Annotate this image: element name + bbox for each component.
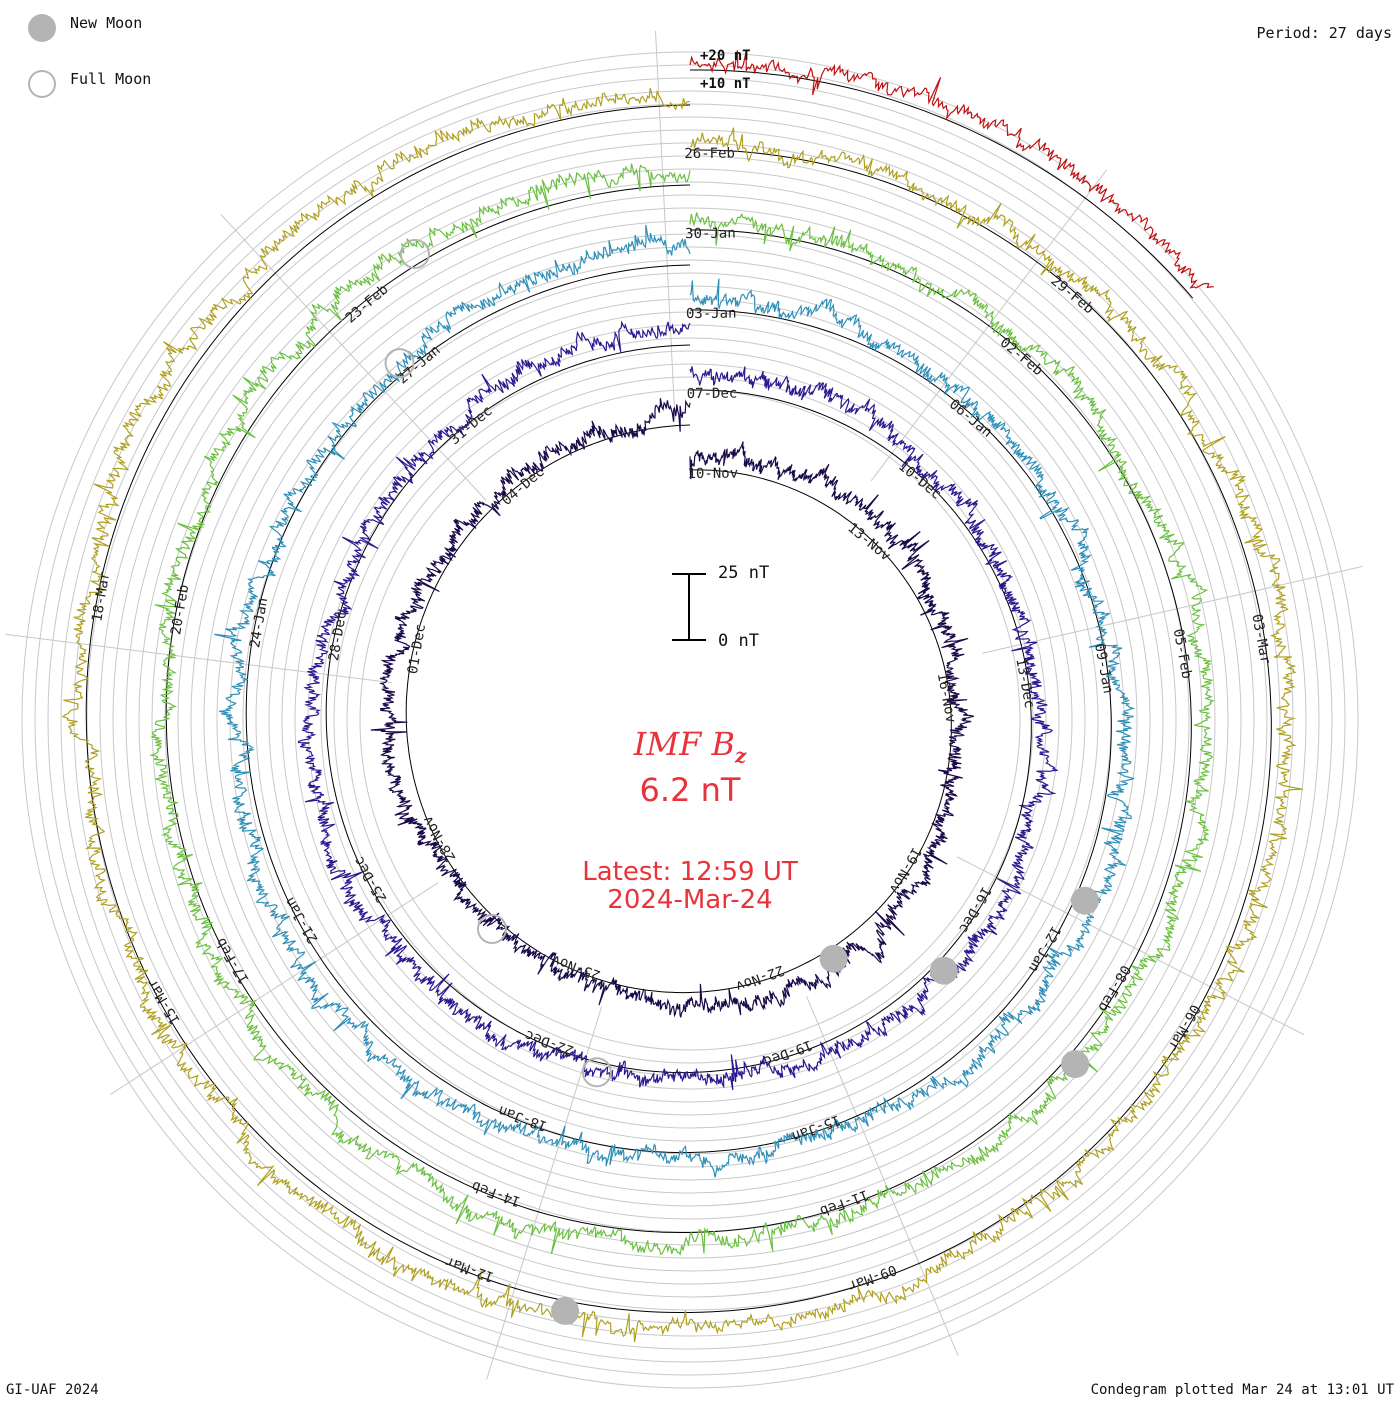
- date-tick-label: 20-Feb: [168, 583, 192, 636]
- date-tick-label: 10-Nov: [687, 466, 738, 483]
- grid-ring: [242, 272, 1138, 1168]
- date-tick-label: 01-Dec: [405, 623, 429, 676]
- scale-bar-bottom-label: 0 nT: [718, 631, 759, 651]
- parameter-title: IMF Bz: [490, 725, 890, 767]
- grid-ring: [86, 116, 1294, 1324]
- series-trace-30-Jan: [149, 163, 1215, 1256]
- rotation-baseline: [85, 104, 1272, 1313]
- date-tick-label: 22-Nov: [733, 961, 786, 994]
- series-trace-07-Dec: [297, 320, 1058, 1091]
- date-tick-label: 30-Jan: [685, 226, 736, 243]
- grid-ring: [294, 324, 1086, 1116]
- full-moon-legend-label: Full Moon: [70, 70, 152, 88]
- date-tick-label: 31-Dec: [447, 403, 496, 448]
- grid-ring: [112, 142, 1268, 1298]
- date-tick-label: 03-Jan: [686, 306, 737, 323]
- scale-bar-top-label: 25 nT: [718, 563, 770, 583]
- grid-ring: [151, 181, 1229, 1259]
- date-tick-label: 02-Feb: [997, 335, 1046, 379]
- rotation-baseline: [405, 424, 952, 994]
- grid-ring: [47, 77, 1333, 1363]
- date-tick-label: 03-Mar: [1248, 613, 1273, 666]
- latest-date: 2024-Mar-24: [607, 885, 773, 915]
- date-tick-label: 04-Dec: [499, 464, 548, 509]
- rotation-baseline: [245, 264, 1112, 1154]
- grid-ring: [125, 155, 1255, 1285]
- date-tick-label: 12-Jan: [1025, 923, 1064, 975]
- date-tick-label: 23-Feb: [343, 282, 392, 327]
- full-moon-legend-icon: [28, 70, 56, 98]
- parameter-block: IMF Bz 6.2 nT: [490, 725, 890, 809]
- date-tick-label: 07-Dec: [687, 386, 738, 403]
- grid-spoke: [220, 213, 487, 501]
- date-tick-label: 13-Nov: [844, 520, 893, 564]
- full-moon-marker: [399, 238, 430, 269]
- latest-time: Latest: 12:59 UT: [582, 857, 798, 887]
- parameter-subscript: z: [734, 743, 747, 768]
- new-moon-legend-label: New Moon: [70, 14, 143, 32]
- grid-spoke: [110, 882, 439, 1095]
- full-moon-marker: [476, 914, 507, 945]
- grid-ring: [21, 51, 1359, 1389]
- date-tick-label: 19-Dec: [761, 1036, 814, 1069]
- parameter-name: IMF B: [633, 725, 735, 763]
- date-tick-label: 21-Jan: [282, 894, 322, 946]
- date-tick-label: 19-Nov: [885, 844, 924, 896]
- new-moon-legend-icon: [28, 14, 56, 42]
- new-moon-marker: [1061, 1050, 1090, 1079]
- series-trace-26-Feb: [61, 87, 1304, 1343]
- date-tick-label: 26-Feb: [684, 146, 735, 163]
- date-tick-label: 22-Dec: [523, 1027, 576, 1059]
- date-tick-label: 08-Feb: [1094, 962, 1133, 1014]
- grid-ring: [307, 337, 1073, 1103]
- full-moon-marker: [384, 348, 415, 379]
- date-tick-label: 28-Dec: [326, 610, 350, 663]
- scale-label-10: +10 nT: [700, 76, 751, 92]
- period-label: Period: 27 days: [1256, 24, 1392, 42]
- scale-label-20: +20 nT: [700, 48, 751, 64]
- footer-plot-time: Condegram plotted Mar 24 at 13:01 UT: [1090, 1382, 1394, 1398]
- grid-ring: [99, 129, 1281, 1311]
- series-trace-03-Jan: [214, 224, 1136, 1178]
- grid-spoke: [806, 996, 959, 1356]
- grid-ring: [138, 168, 1242, 1272]
- date-tick-label: 15-Mar: [144, 975, 184, 1027]
- grid-ring: [34, 64, 1346, 1376]
- new-moon-marker: [551, 1296, 580, 1325]
- date-tick-label: 14-Feb: [470, 1177, 523, 1209]
- footer-credit: GI-UAF 2024: [6, 1382, 99, 1398]
- grid-ring: [203, 233, 1177, 1207]
- new-moon-marker: [1070, 886, 1099, 915]
- grid-ring: [216, 246, 1164, 1194]
- grid-ring: [73, 103, 1307, 1337]
- rotation-baseline: [690, 69, 1194, 299]
- grid-spoke: [982, 565, 1363, 654]
- date-tick-label: 15-Jan: [790, 1111, 843, 1144]
- rotation-baseline: [325, 344, 1032, 1074]
- grid-ring: [320, 350, 1060, 1090]
- series-trace-10-Nov: [370, 398, 975, 1018]
- grid-ring: [281, 311, 1099, 1129]
- scale-bar: [672, 573, 706, 641]
- new-moon-marker: [929, 956, 958, 985]
- grid-ring: [255, 285, 1125, 1155]
- parameter-value: 6.2 nT: [639, 771, 741, 810]
- grid-spoke: [655, 30, 676, 421]
- grid-ring: [60, 90, 1320, 1350]
- latest-block: Latest: 12:59 UT 2024-Mar-24: [490, 858, 890, 914]
- grid-ring: [164, 194, 1216, 1246]
- new-moon-marker: [819, 944, 848, 973]
- full-moon-marker: [581, 1057, 612, 1088]
- series-trace-21-Mar: [689, 50, 1214, 289]
- date-tick-label: 25-Nov: [550, 951, 603, 983]
